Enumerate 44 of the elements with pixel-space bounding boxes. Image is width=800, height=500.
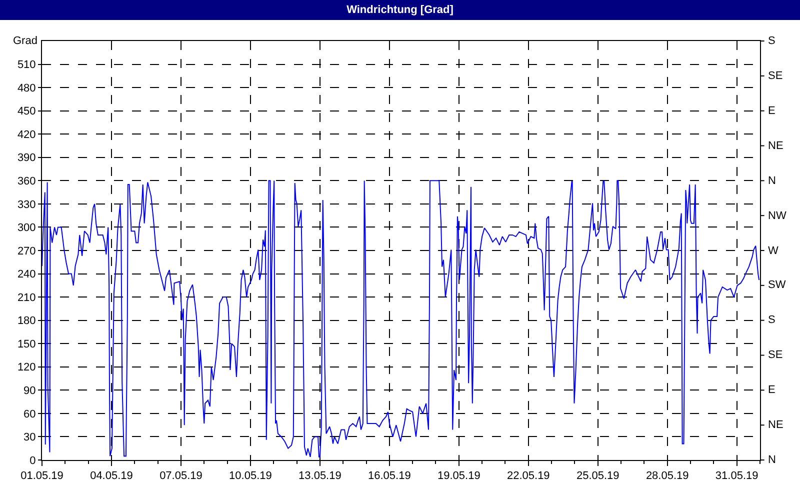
y-tick-label: 90 xyxy=(24,385,36,398)
y-tick-label: 60 xyxy=(24,408,36,420)
chart-title: Windrichtung [Grad] xyxy=(0,0,800,20)
y-tick-label: 480 xyxy=(17,82,36,94)
y-tick-label: 360 xyxy=(17,176,36,188)
x-tick-label: 10.05.19 xyxy=(229,470,272,482)
y-tick-label: 30 xyxy=(24,432,36,444)
y-tick-label: 300 xyxy=(17,222,36,234)
y-tick-label: 240 xyxy=(17,268,36,281)
text: SE xyxy=(768,70,783,82)
x-tick-label: 13.05.19 xyxy=(298,470,342,482)
x-tick-label: 22.05.19 xyxy=(506,470,550,482)
text: SW xyxy=(768,279,786,291)
text: E xyxy=(768,105,776,117)
y-tick-label: 120 xyxy=(17,362,36,374)
text: NE xyxy=(768,419,784,431)
text: NW xyxy=(768,210,787,222)
y-tick-label: 150 xyxy=(17,338,36,350)
y-tick-label: 390 xyxy=(17,152,36,164)
y-tick-label: 450 xyxy=(17,106,36,118)
y-axis-title: Grad xyxy=(13,35,38,47)
x-tick-label: 01.05.19 xyxy=(20,470,64,482)
y-tick-label: 210 xyxy=(17,292,36,304)
x-tick-label: 07.05.19 xyxy=(160,470,202,482)
x-tick-label: 28.05.19 xyxy=(646,470,689,482)
text: N xyxy=(768,454,776,466)
text: W xyxy=(768,245,779,257)
text: SE xyxy=(768,349,783,361)
y-tick-label: 0 xyxy=(30,454,36,467)
y-tick-label: 510 xyxy=(17,59,36,72)
y-tick-label: 270 xyxy=(17,245,36,258)
text: S xyxy=(768,35,776,47)
text: NE xyxy=(768,140,784,152)
x-tick-label: 31.05.19 xyxy=(715,470,758,482)
text: S xyxy=(768,314,776,326)
y-tick-label: 180 xyxy=(17,315,36,328)
x-tick-label: 19.05.19 xyxy=(437,470,480,482)
x-tick-label: 04.05.19 xyxy=(90,470,133,482)
text: E xyxy=(768,384,776,396)
x-tick-label: 25.05.19 xyxy=(576,470,620,482)
y-tick-label: 420 xyxy=(17,128,36,141)
x-tick-label: 16.05.19 xyxy=(368,470,411,482)
y-tick-label: 330 xyxy=(17,198,36,211)
text: N xyxy=(768,175,776,187)
